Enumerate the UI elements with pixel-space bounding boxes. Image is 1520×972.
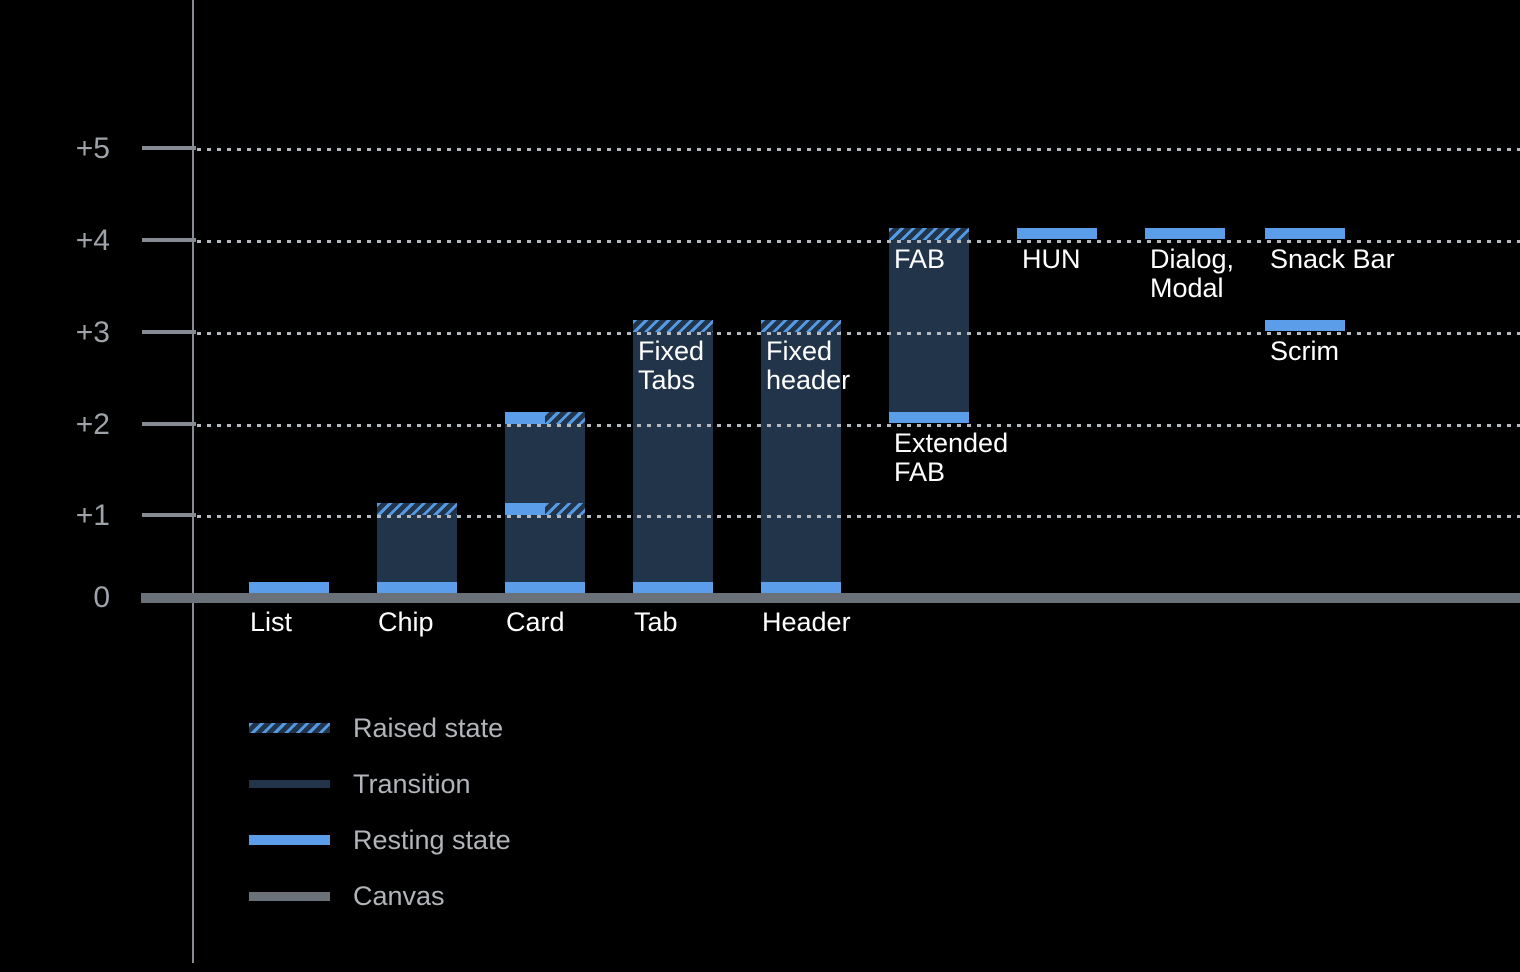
bar-header-transition [761,330,841,582]
tick-4 [142,238,196,242]
bar-hun-resting-level-4 [1017,228,1097,239]
bar-card-split-level-1 [505,503,585,515]
tick-2 [142,422,196,426]
tick-label-2: +2 [75,408,110,441]
legend-label-transition: Transition [353,769,471,799]
legend-row-resting-state: Resting state [249,824,511,856]
bar-card-resting-half [505,412,545,424]
tick-label-3: +3 [75,316,110,349]
x-label-tab: Tab [634,607,678,637]
bar-card-resting-level-0 [505,582,585,593]
bar-header-resting-level-0 [761,582,841,593]
bar-fab-resting-level-2 [889,412,969,423]
caption-snack-bar: Snack Bar [1270,244,1395,274]
tick-3 [142,330,196,334]
bar-fab-raised-level-4 [889,228,969,240]
bar-list-resting-level-0 [249,582,329,593]
bar-dialog-modal-resting-level-4 [1145,228,1225,239]
legend-label-canvas: Canvas [353,881,445,911]
x-label-header: Header [762,607,851,637]
tick-label-5: +5 [75,132,110,165]
caption-fab: FAB [894,244,946,274]
legend-swatch-transition [249,780,330,788]
caption-hun: HUN [1022,244,1081,274]
y-axis-line [192,0,194,963]
legend-swatch-resting-state [249,835,330,845]
legend-label-resting-state: Resting state [353,825,511,855]
caption-fixed-tabs: Fixed Tabs [638,336,705,395]
legend-label-raised-state: Raised state [353,713,504,743]
bar-card-raised-half [545,503,585,515]
tick-5 [142,146,196,150]
x-label-card: Card [506,607,565,637]
caption-fixed-header: Fixed header [766,336,851,395]
legend-row-canvas: Canvas [249,880,511,912]
legend-row-raised-state: Raised state [249,712,511,744]
bar-chip-transition [377,513,457,582]
gridline-1 [197,515,1520,518]
tick-label-0: 0 [93,581,110,614]
bar-fab-transition [889,238,969,413]
caption-scrim: Scrim [1270,336,1339,366]
legend-swatch-canvas [249,891,330,901]
tick-label-4: +4 [75,224,110,257]
bar-chip-resting-level-0 [377,582,457,593]
bar-card-split-level-2 [505,412,585,424]
bar-snack-bar-scrim-resting-level-4 [1265,228,1345,239]
caption-dialog-modal: Dialog, Modal [1150,244,1235,303]
tick-1 [142,513,196,517]
x-label-chip: Chip [378,607,434,637]
tick-label-1: +1 [75,499,110,532]
bar-card-transition [505,422,585,582]
legend-swatch-raised-state [249,723,330,733]
bar-tab-resting-level-0 [633,582,713,593]
gridline-2 [197,424,1520,427]
bar-chip-raised-level-1 [377,503,457,515]
gridline-4 [197,240,1520,243]
bar-snack-bar-scrim-resting-level-3 [1265,320,1345,331]
bar-card-raised-half [545,412,585,424]
x-label-list: List [250,607,293,637]
legend: Raised state Transition Resting state Ca… [249,712,511,936]
bar-header-raised-level-3 [761,320,841,332]
gridline-3 [197,332,1520,335]
canvas-baseline [141,593,1520,603]
bar-card-resting-half [505,503,545,515]
caption-extended-fab: Extended FAB [894,428,1009,487]
bar-tab-raised-level-3 [633,320,713,332]
gridline-5 [197,148,1520,151]
bar-tab-transition [633,330,713,582]
legend-row-transition: Transition [249,768,511,800]
